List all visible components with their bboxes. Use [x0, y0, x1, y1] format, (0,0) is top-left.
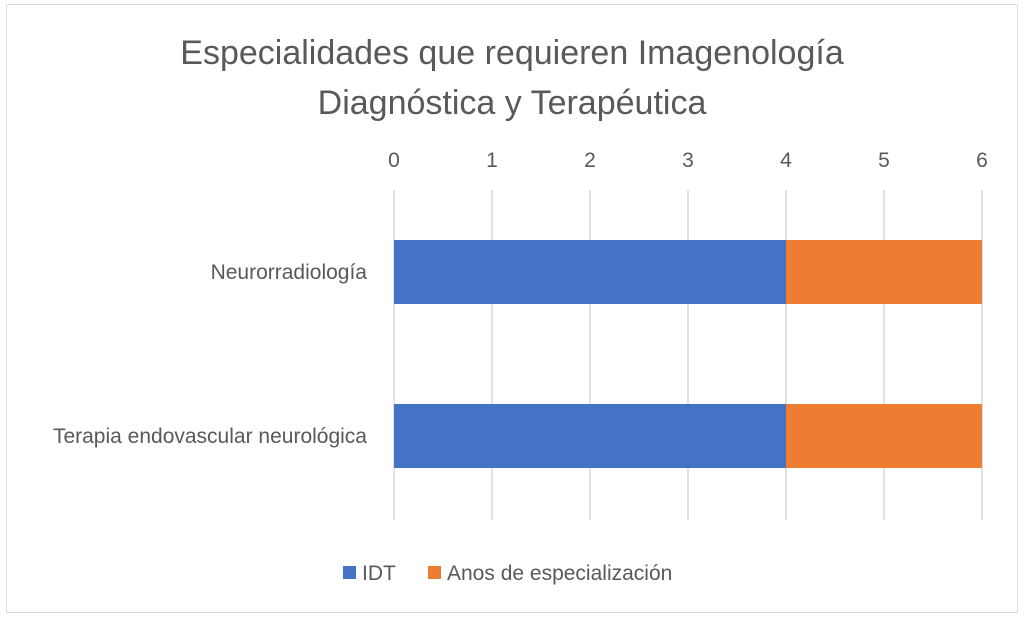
- bar-especializacion-2: [786, 404, 982, 468]
- x-tick-label-5: 5: [878, 149, 890, 172]
- x-tick-label-4: 4: [780, 149, 792, 172]
- chart-title-line-1: Especialidades que requieren Imagenologí…: [180, 34, 844, 72]
- x-tick-label-6: 6: [976, 149, 988, 172]
- legend-swatch-2: [428, 566, 441, 579]
- x-tick-label-2: 2: [584, 149, 596, 172]
- legend-label-2: Anos de especialización: [447, 562, 672, 585]
- category-label-1: Neurorradiología: [211, 261, 368, 284]
- x-axis-ticks: 0 1 2 3 4 5 6: [388, 149, 988, 172]
- category-label-2: Terapia endovascular neurológica: [53, 425, 367, 448]
- legend: IDT Anos de especialización: [343, 562, 672, 585]
- x-tick-label-1: 1: [486, 149, 498, 172]
- legend-label-1: IDT: [362, 562, 396, 585]
- x-tick-label-0: 0: [388, 149, 400, 172]
- bar-idt-2: [394, 404, 786, 468]
- bar-especializacion-1: [786, 240, 982, 304]
- bars: [394, 240, 982, 468]
- x-tick-label-3: 3: [682, 149, 694, 172]
- gridlines: [393, 190, 983, 520]
- bar-idt-1: [394, 240, 786, 304]
- legend-swatch-1: [343, 566, 356, 579]
- chart-title: Especialidades que requieren Imagenologí…: [0, 28, 1024, 128]
- chart-title-line-2: Diagnóstica y Terapéutica: [317, 84, 707, 122]
- chart-frame: [6, 4, 1018, 613]
- category-labels: Neurorradiología Terapia endovascular neu…: [53, 261, 367, 448]
